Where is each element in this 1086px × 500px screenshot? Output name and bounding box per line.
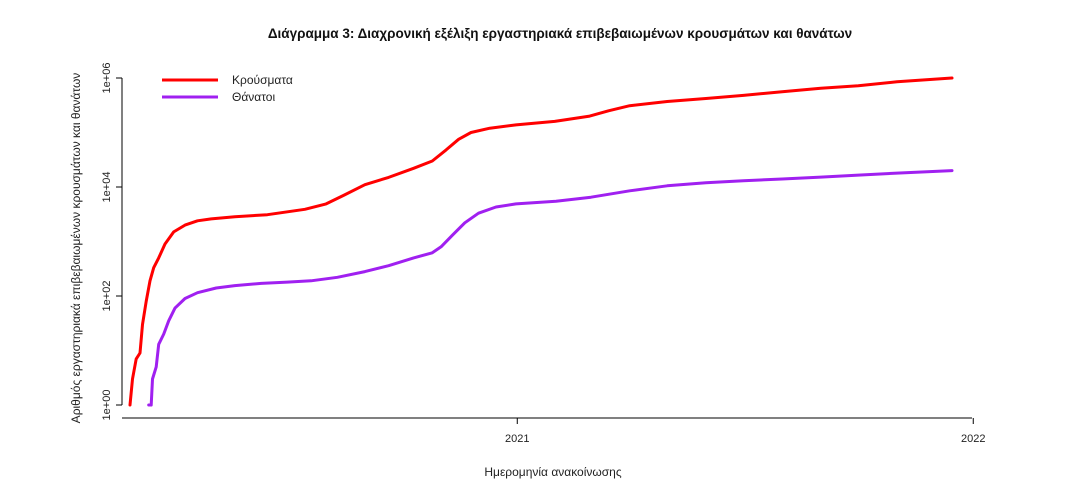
y-ticks: 1e+00 1e+02 1e+04 1e+06 <box>101 63 122 421</box>
series-line-deaths <box>147 169 954 407</box>
chart-title: Διάγραμμα 3: Διαχρονική εξέλιξη εργαστηρ… <box>268 26 852 41</box>
y-tick-label: 1e+04 <box>101 172 113 203</box>
legend-label-deaths: Θάνατοι <box>232 90 275 104</box>
x-ticks: 2021 2022 <box>505 418 985 445</box>
y-tick-label: 1e+02 <box>101 281 113 312</box>
x-axis-label: Ημερομηνία ανακοίνωσης <box>484 465 621 479</box>
x-tick-label: 2021 <box>505 433 529 445</box>
series-line-cases <box>128 76 954 407</box>
y-axis-label: Αριθμός εργαστηριακά επιβεβαιωμένων κρου… <box>69 73 83 424</box>
x-tick-label: 2022 <box>961 433 985 445</box>
y-tick-label: 1e+00 <box>101 390 113 421</box>
y-tick-label: 1e+06 <box>101 63 113 94</box>
legend-label-cases: Κρούσματα <box>232 73 293 87</box>
legend: Κρούσματα Θάνατοι <box>162 73 293 104</box>
y-axis: 1e+00 1e+02 1e+04 1e+06 <box>101 63 123 421</box>
plot-lines <box>128 76 954 407</box>
x-axis: 2021 2022 <box>122 417 985 445</box>
